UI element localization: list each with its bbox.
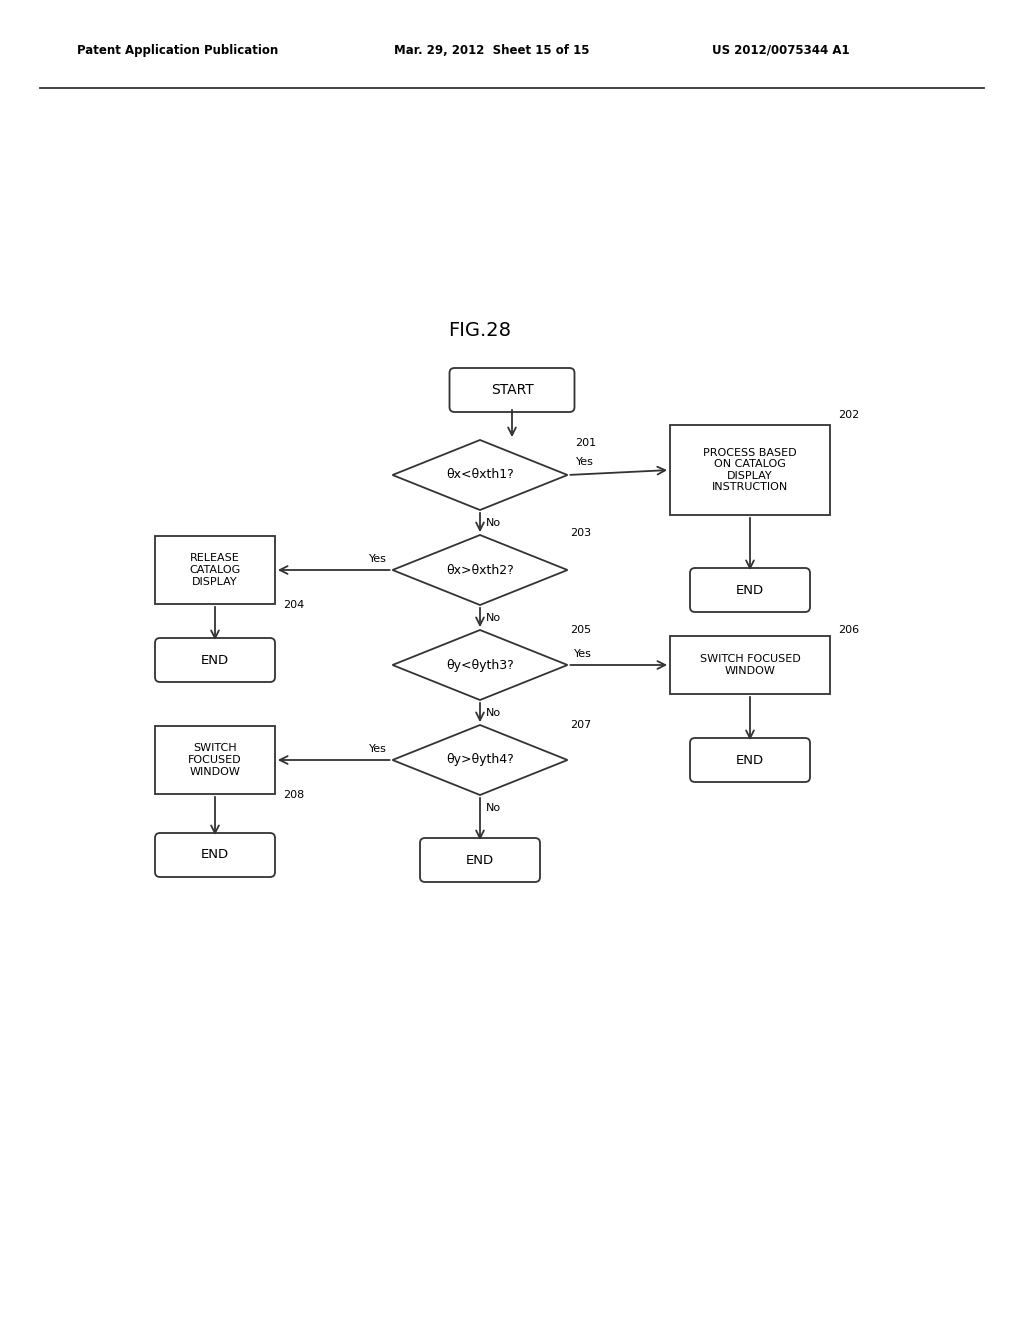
Text: FIG.28: FIG.28 — [449, 321, 512, 339]
Text: 204: 204 — [283, 601, 304, 610]
Text: θy>θyth4?: θy>θyth4? — [446, 754, 514, 767]
Text: 207: 207 — [570, 719, 591, 730]
Text: US 2012/0075344 A1: US 2012/0075344 A1 — [712, 44, 849, 57]
Text: 208: 208 — [283, 789, 304, 800]
Text: 201: 201 — [575, 438, 596, 447]
FancyBboxPatch shape — [450, 368, 574, 412]
Text: θx>θxth2?: θx>θxth2? — [446, 564, 514, 577]
Text: No: No — [486, 708, 501, 718]
Text: END: END — [201, 849, 229, 862]
Text: 203: 203 — [570, 528, 591, 539]
Polygon shape — [392, 440, 567, 510]
FancyBboxPatch shape — [690, 738, 810, 781]
Bar — [670, 636, 830, 694]
Text: Mar. 29, 2012  Sheet 15 of 15: Mar. 29, 2012 Sheet 15 of 15 — [394, 44, 590, 57]
Text: Patent Application Publication: Patent Application Publication — [77, 44, 279, 57]
Text: START: START — [490, 383, 534, 397]
Text: END: END — [201, 653, 229, 667]
Text: Yes: Yes — [573, 649, 592, 659]
Text: SWITCH FOCUSED
WINDOW: SWITCH FOCUSED WINDOW — [699, 655, 801, 676]
Polygon shape — [392, 630, 567, 700]
Bar — [155, 536, 275, 605]
Polygon shape — [392, 535, 567, 605]
Text: 206: 206 — [838, 624, 859, 635]
Text: 205: 205 — [570, 624, 591, 635]
FancyBboxPatch shape — [690, 568, 810, 612]
Text: END: END — [736, 583, 764, 597]
Text: SWITCH
FOCUSED
WINDOW: SWITCH FOCUSED WINDOW — [188, 743, 242, 776]
Text: θx<θxth1?: θx<θxth1? — [446, 469, 514, 482]
Text: RELEASE
CATALOG
DISPLAY: RELEASE CATALOG DISPLAY — [189, 553, 241, 586]
Text: 202: 202 — [838, 411, 859, 420]
Bar — [155, 726, 275, 795]
Text: Yes: Yes — [575, 457, 593, 467]
Polygon shape — [392, 725, 567, 795]
Text: Yes: Yes — [369, 744, 386, 754]
Text: No: No — [486, 517, 501, 528]
Text: END: END — [736, 754, 764, 767]
Text: θy<θyth3?: θy<θyth3? — [446, 659, 514, 672]
Text: Yes: Yes — [369, 554, 386, 564]
Text: No: No — [486, 803, 501, 813]
Text: END: END — [466, 854, 494, 866]
FancyBboxPatch shape — [155, 833, 275, 876]
Bar — [670, 425, 830, 515]
Text: PROCESS BASED
ON CATALOG
DISPLAY
INSTRUCTION: PROCESS BASED ON CATALOG DISPLAY INSTRUC… — [703, 447, 797, 492]
Text: No: No — [486, 612, 501, 623]
FancyBboxPatch shape — [420, 838, 540, 882]
FancyBboxPatch shape — [155, 638, 275, 682]
